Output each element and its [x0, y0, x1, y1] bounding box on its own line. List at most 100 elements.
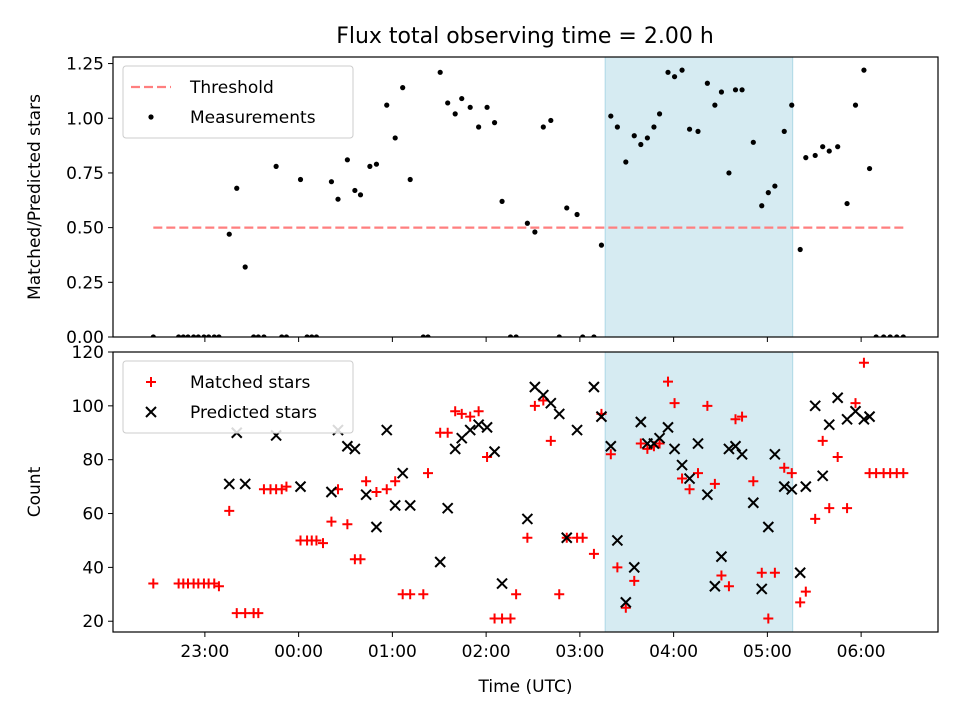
data-point — [283, 334, 290, 337]
data-point — [251, 334, 257, 337]
data-point — [532, 229, 538, 235]
data-point — [881, 334, 887, 337]
data-point-matched — [318, 538, 328, 549]
data-point — [211, 334, 217, 337]
data-point — [313, 334, 320, 337]
data-point-matched — [418, 589, 429, 600]
data-point-predicted — [588, 381, 600, 393]
data-point-predicted — [553, 408, 565, 420]
series-measurements — [150, 67, 906, 337]
data-point-predicted — [858, 413, 870, 426]
data-point — [631, 133, 637, 139]
data-point-matched — [342, 519, 353, 530]
data-point-predicted — [341, 440, 354, 452]
data-point — [309, 334, 315, 337]
data-point-matched — [684, 484, 695, 495]
data-point-matched — [442, 427, 453, 438]
data-point-predicted — [389, 499, 401, 512]
data-point-predicted — [595, 410, 608, 423]
figure-title: Flux total observing time = 2.00 h — [336, 24, 714, 49]
data-point-matched — [810, 513, 821, 524]
legend-marker — [145, 406, 157, 418]
data-point-matched — [858, 357, 869, 368]
data-point — [367, 163, 373, 169]
data-point-predicted — [472, 418, 485, 431]
data-point-predicted — [723, 443, 735, 455]
data-point-matched — [737, 411, 748, 422]
data-point-matched — [612, 562, 623, 573]
data-point-matched — [281, 481, 292, 492]
data-point-predicted — [794, 567, 806, 579]
data-point-matched — [832, 452, 843, 462]
data-point — [900, 334, 906, 337]
data-point-matched — [577, 532, 588, 543]
data-point — [781, 128, 787, 134]
data-point-matched — [730, 414, 741, 425]
data-point — [195, 334, 201, 337]
data-point-matched — [326, 516, 337, 527]
legend-frame — [122, 65, 354, 139]
data-point-predicted — [464, 424, 476, 436]
data-point — [826, 148, 832, 154]
data-point — [279, 334, 285, 337]
data-point-matched — [693, 468, 703, 479]
data-point-predicted — [571, 424, 583, 436]
data-point — [623, 159, 629, 165]
data-point-predicted — [349, 443, 361, 455]
data-point — [507, 334, 514, 337]
data-point-matched — [786, 468, 797, 479]
data-point-predicted — [736, 448, 748, 461]
data-point-matched — [361, 476, 372, 487]
data-point-predicted — [325, 486, 338, 498]
data-point — [420, 334, 426, 337]
data-point-matched — [423, 468, 433, 479]
data-point-matched — [635, 438, 646, 449]
data-point — [344, 157, 350, 163]
data-point-predicted — [809, 400, 821, 412]
data-point — [548, 117, 554, 124]
data-point — [484, 104, 490, 110]
data-point-matched — [355, 554, 366, 565]
data-point — [750, 139, 756, 145]
data-point — [739, 87, 745, 93]
data-point-matched — [779, 462, 790, 473]
data-point-predicted — [441, 502, 454, 514]
data-point-matched — [390, 476, 401, 487]
data-point — [873, 334, 879, 337]
data-point-matched — [817, 435, 828, 446]
data-point — [437, 69, 443, 75]
data-point — [185, 334, 191, 337]
x-tick-label: 00:00 — [274, 642, 323, 662]
y-tick-label: 0.50 — [66, 219, 104, 239]
data-point-matched — [240, 608, 251, 619]
data-point-matched — [850, 398, 861, 409]
series-matched-stars — [148, 357, 909, 624]
data-point — [614, 124, 620, 130]
data-point — [206, 334, 212, 337]
data-point-matched — [311, 535, 322, 546]
data-point-predicted — [545, 397, 557, 409]
data-point — [644, 135, 650, 141]
data-point-matched — [405, 589, 416, 600]
data-point — [866, 165, 873, 172]
data-point-matched — [769, 567, 780, 578]
ratio-plot: 0.00 0.25 0.50 0.75 1.00 1.25 Matched/Predicte… — [25, 55, 939, 348]
data-point-matched — [629, 575, 640, 586]
data-point-predicted — [831, 392, 844, 404]
y-axis-label: Count — [25, 466, 45, 517]
data-point-predicted — [404, 499, 416, 512]
data-point — [392, 135, 398, 141]
x-tick-label: 01:00 — [368, 642, 417, 662]
data-point-predicted — [434, 556, 446, 568]
data-point — [499, 198, 505, 204]
data-point — [608, 113, 614, 119]
data-point-matched — [795, 597, 806, 608]
data-point-matched — [588, 548, 599, 559]
data-point-predicted — [239, 478, 251, 490]
data-point — [180, 334, 186, 337]
data-point-predicted — [747, 497, 760, 509]
data-point — [273, 163, 279, 169]
data-point — [759, 203, 765, 209]
data-point — [476, 124, 482, 130]
